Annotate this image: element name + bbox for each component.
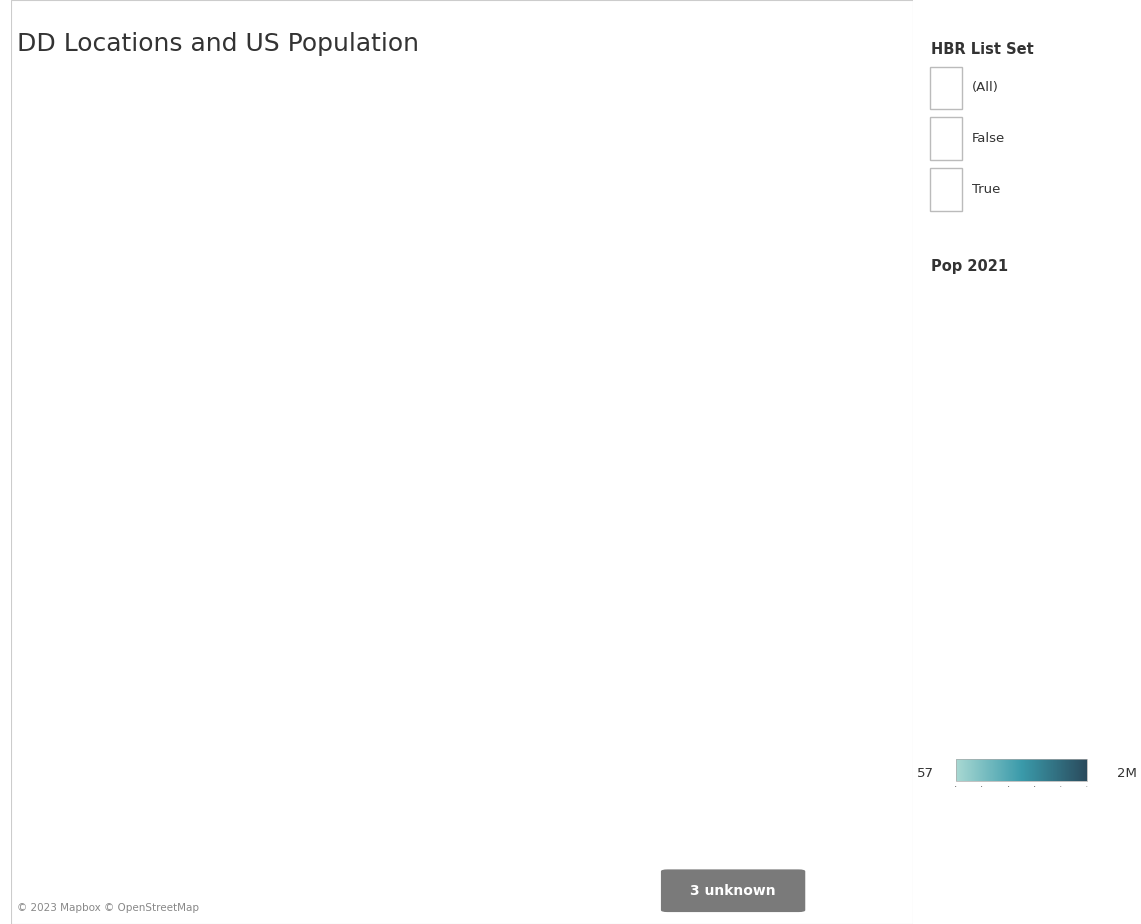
FancyBboxPatch shape [930, 67, 962, 109]
FancyBboxPatch shape [661, 869, 806, 912]
Text: 2M: 2M [1117, 767, 1136, 780]
Text: 3 unknown: 3 unknown [690, 883, 776, 898]
FancyBboxPatch shape [930, 117, 962, 160]
Text: 57: 57 [917, 767, 934, 780]
Text: HBR List Set: HBR List Set [931, 42, 1034, 56]
Text: (All): (All) [972, 81, 1000, 94]
Text: Pop 2021: Pop 2021 [931, 259, 1009, 274]
Text: © 2023 Mapbox © OpenStreetMap: © 2023 Mapbox © OpenStreetMap [17, 903, 200, 913]
Text: True: True [972, 183, 1001, 196]
FancyBboxPatch shape [930, 168, 962, 211]
Text: False: False [972, 132, 1005, 145]
Text: DD Locations and US Population: DD Locations and US Population [17, 32, 419, 56]
